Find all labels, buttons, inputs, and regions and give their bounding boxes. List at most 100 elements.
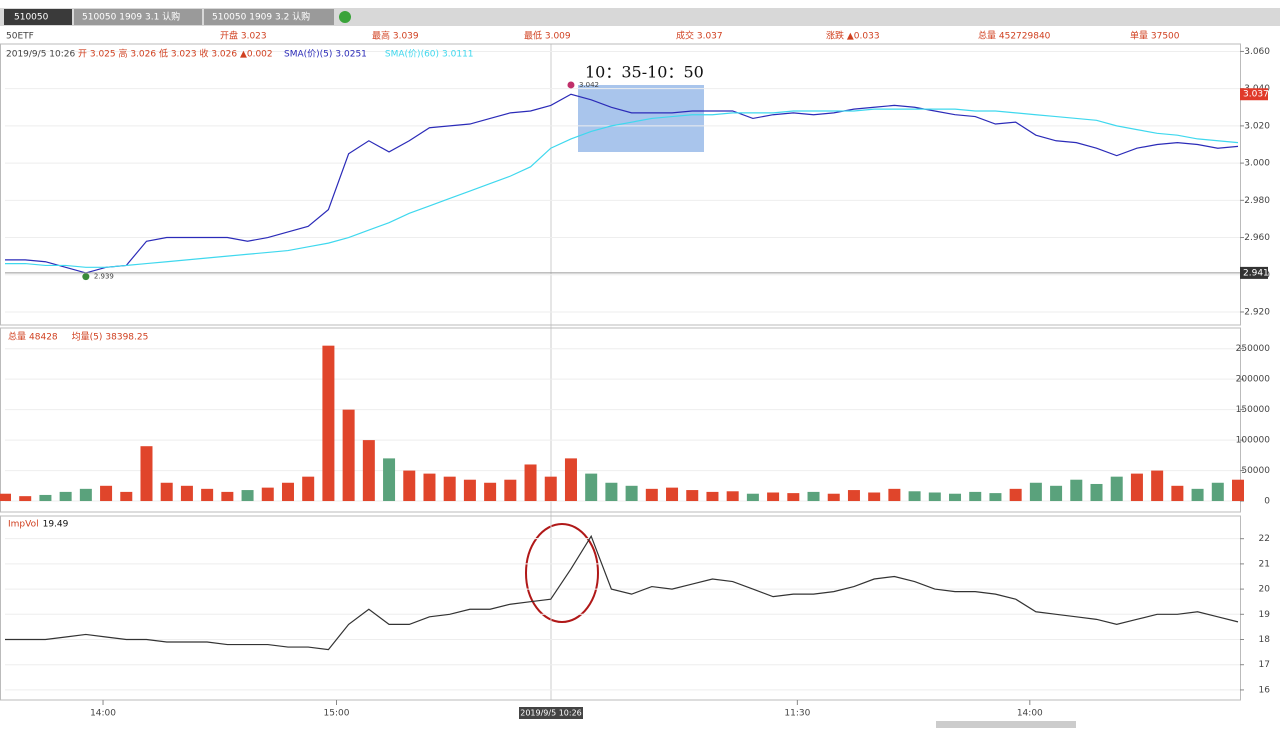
- y-tick-label: 3.000: [1244, 159, 1270, 169]
- legend-name: SMA(价)(5): [284, 49, 332, 60]
- quote: 成交 3.037: [676, 30, 723, 42]
- highlight-box: [578, 85, 704, 152]
- y-tick-label: 0: [1264, 497, 1270, 507]
- tab[interactable]: [4, 9, 72, 25]
- symbol: 50ETF: [6, 32, 34, 42]
- volume-bar: [39, 494, 52, 502]
- legend-value: 19.49: [43, 520, 69, 530]
- volume-bar: [928, 492, 941, 502]
- volume-bar: [564, 458, 577, 502]
- tab[interactable]: [74, 9, 202, 25]
- volume-bar: [1029, 482, 1042, 502]
- x-tick-label: 14:00: [90, 709, 116, 719]
- volume-bar: [868, 492, 881, 502]
- volume-bar: [180, 485, 193, 502]
- volume-bar: [140, 446, 153, 502]
- volume-bar: [403, 470, 416, 502]
- price-line: [5, 108, 1239, 268]
- y-tick-label: 3.020: [1244, 121, 1270, 131]
- y-tick-label: 21: [1259, 559, 1270, 569]
- tab-label: 510050 1909 3.2 认购: [212, 11, 310, 23]
- volume-bar: [261, 487, 274, 502]
- x-tick-label: 15:00: [324, 709, 350, 719]
- volume-bar: [302, 476, 315, 502]
- panel-frame: [0, 43, 1241, 326]
- y-tick-label: 2.920: [1244, 307, 1270, 317]
- volume-bar: [605, 482, 618, 502]
- volume-bar: [19, 496, 32, 502]
- volume-bar: [1191, 488, 1204, 502]
- volume-bar: [1171, 485, 1184, 502]
- volume-bar: [544, 476, 557, 502]
- volume-bar: [908, 491, 921, 502]
- high-marker: [567, 81, 575, 89]
- add-tab[interactable]: [339, 11, 351, 23]
- legend-ohlc: 开 3.025 高 3.026 低 3.023 收 3.026 ▲0.002: [78, 48, 273, 60]
- cursor-label-box: [519, 707, 583, 719]
- volume-bar: [1050, 485, 1063, 502]
- x-tick-label: 14:00: [1017, 709, 1043, 719]
- quote: 单量 37500: [1130, 30, 1180, 42]
- volume-bar: [221, 491, 234, 502]
- volume-bar: [847, 490, 860, 502]
- volume-bar: [1090, 483, 1103, 502]
- scrollbar[interactable]: [936, 721, 1076, 728]
- volume-bar: [969, 491, 982, 502]
- legend-date: 2019/9/5 10:26: [6, 50, 75, 60]
- quote: 总量 452729840: [978, 30, 1051, 42]
- volume-bar: [524, 464, 537, 502]
- last-price-box: [1240, 88, 1268, 101]
- legend-value: 3.0251: [335, 50, 367, 60]
- y-tick-label: 2.980: [1244, 196, 1270, 206]
- volume-bar: [0, 493, 11, 502]
- y-tick-label: 20: [1259, 585, 1271, 595]
- y-tick-label: 2.960: [1244, 233, 1270, 243]
- quote: 开盘 3.023: [220, 30, 267, 42]
- volume-bar: [79, 488, 92, 502]
- price-line: [5, 93, 1239, 274]
- y-tick-label: 18: [1259, 635, 1271, 645]
- legend-text: 38398.25: [105, 333, 148, 343]
- high-marker-label: 3.042: [579, 81, 599, 89]
- volume-bar: [504, 479, 517, 502]
- tab[interactable]: [204, 9, 334, 25]
- volume-bar: [949, 493, 962, 502]
- quote: 最高 3.039: [372, 30, 419, 42]
- y-tick-label: 22: [1259, 534, 1270, 544]
- volume-bar: [746, 493, 759, 502]
- volume-bar: [989, 493, 1002, 502]
- volume-bar: [787, 493, 800, 502]
- cursor-price: 2.941: [1243, 268, 1269, 278]
- volume-bar: [100, 485, 113, 502]
- tab-label: 510050 1909 3.1 认购: [82, 11, 180, 23]
- y-tick-label: 16: [1259, 685, 1271, 695]
- last-price: 3.037: [1243, 90, 1269, 100]
- volume-bar: [706, 491, 719, 502]
- y-tick-label: 19: [1259, 610, 1271, 620]
- volume-bar: [160, 482, 173, 502]
- panel-frame: [0, 327, 1241, 513]
- volume-bar: [362, 440, 375, 502]
- x-tick-label: 11:30: [784, 709, 810, 719]
- legend-value: 3.0111: [442, 50, 474, 60]
- volume-bar: [1110, 476, 1123, 502]
- volume-bar: [423, 473, 436, 502]
- y-tick-label: 150000: [1236, 405, 1271, 415]
- highlight-ellipse: [525, 523, 599, 623]
- cursor-price-box: [1240, 266, 1268, 279]
- legend-text: 总量: [8, 331, 26, 343]
- volume-bar: [1009, 488, 1022, 502]
- annotation: 10：35-10：50: [585, 63, 704, 82]
- y-tick-label: 250000: [1236, 344, 1271, 354]
- low-marker: [82, 273, 90, 281]
- volume-bar: [807, 491, 820, 502]
- volume-bar: [645, 488, 658, 502]
- volume-bar: [1130, 473, 1143, 502]
- volume-bar: [281, 482, 294, 502]
- y-tick-label: 100000: [1236, 436, 1271, 446]
- y-tick-label: 200000: [1236, 375, 1271, 385]
- volume-bar: [1070, 479, 1083, 502]
- volume-bar: [1232, 479, 1244, 502]
- volume-bar: [120, 491, 133, 502]
